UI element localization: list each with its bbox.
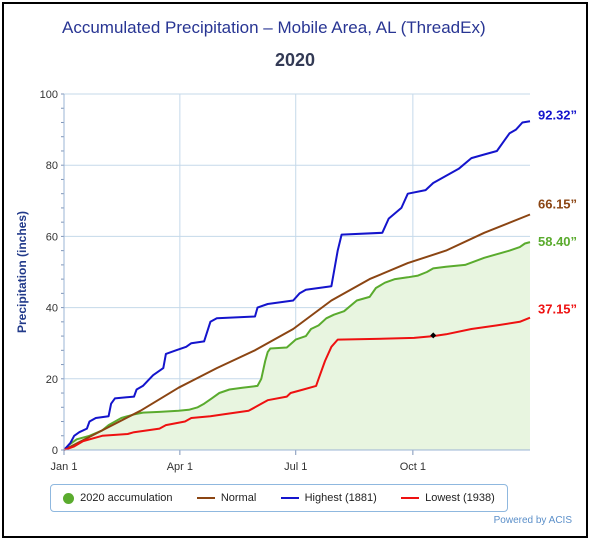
- y-axis-title: Precipitation (inches): [15, 211, 29, 333]
- end-label-normal: 66.15”: [538, 197, 577, 212]
- legend-label-normal: Normal: [220, 492, 257, 504]
- end-label-lowest: 37.15”: [538, 302, 577, 317]
- legend-item-highest[interactable]: Highest (1881): [280, 492, 377, 504]
- axis-layer: 0 20 40 60 80 100 Jan 1 Apr 1 Jul 1 Oct 1 Precipit…: [15, 89, 530, 473]
- legend-label-lowest: Lowest (1938): [425, 492, 495, 504]
- x-tick-label: Jan 1: [51, 461, 78, 473]
- chart-legend: 2020 accumulation Normal Highest (1881) …: [50, 484, 508, 512]
- annotation-diamond-marker: [430, 332, 437, 339]
- end-label-accumulation: 58.40”: [538, 234, 577, 249]
- y-tick-label: 100: [40, 89, 58, 101]
- x-tick-label: Apr 1: [167, 461, 193, 473]
- x-tick-label: Oct 1: [400, 461, 426, 473]
- series-line-highest: [63, 120, 531, 451]
- series-line-lowest: [63, 316, 531, 451]
- series-line-accumulation: [63, 241, 531, 451]
- series-line-normal: [63, 213, 531, 451]
- legend-swatch-lowest: [401, 497, 420, 499]
- label-layer: 58.40” 66.15” 92.32” 37.15”: [430, 107, 577, 339]
- y-tick-label: 60: [46, 231, 58, 243]
- legend-label-highest: Highest (1881): [304, 492, 377, 504]
- legend-label-accumulation: 2020 accumulation: [80, 492, 173, 504]
- y-tick-label: 20: [46, 374, 58, 386]
- chart-title: Accumulated Precipitation – Mobile Area,…: [62, 18, 486, 37]
- end-label-highest: 92.32”: [538, 107, 577, 122]
- legend-swatch-accumulation: [63, 492, 75, 504]
- y-tick-label: 40: [46, 303, 58, 315]
- precipitation-chart: 0 20 40 60 80 100 Jan 1 Apr 1 Jul 1 Oct 1 Precipit…: [15, 89, 577, 473]
- legend-item-accumulation[interactable]: 2020 accumulation: [63, 492, 173, 504]
- series-area-accumulation: [64, 242, 530, 450]
- acis-credit[interactable]: Powered by ACIS: [493, 515, 572, 526]
- legend-swatch-normal: [196, 497, 215, 499]
- legend-swatch-highest: [280, 497, 299, 499]
- series-layer: [63, 120, 531, 451]
- y-tick-label: 0: [52, 445, 58, 457]
- legend-item-lowest[interactable]: Lowest (1938): [401, 492, 495, 504]
- x-tick-label: Jul 1: [284, 461, 307, 473]
- chart-subtitle: 2020: [274, 50, 316, 70]
- y-tick-label: 80: [46, 160, 58, 172]
- legend-item-normal[interactable]: Normal: [196, 492, 257, 504]
